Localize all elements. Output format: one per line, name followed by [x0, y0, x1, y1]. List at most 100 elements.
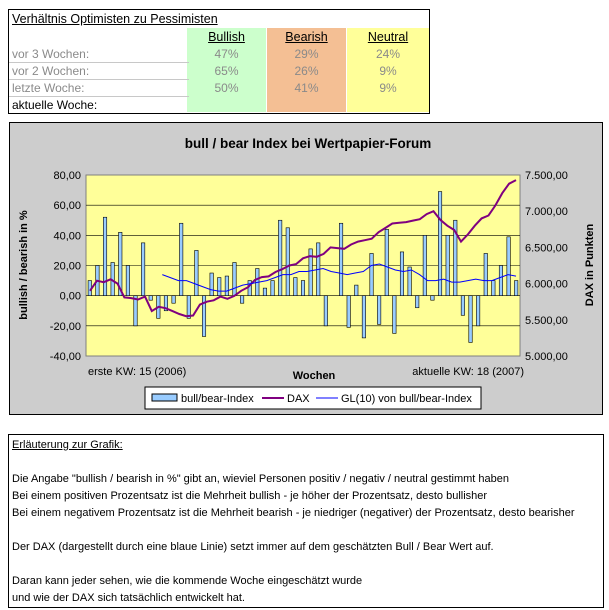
x-start-label: erste KW: 15 (2006) — [88, 366, 186, 378]
legend-label-bars: bull/bear-Index — [181, 393, 254, 405]
bar — [445, 235, 450, 296]
cell-bearish-last: 41% — [294, 81, 319, 95]
y-tick-label: 60,00 — [53, 200, 81, 212]
bar — [217, 277, 222, 296]
header-neutral: Neutral — [367, 30, 409, 44]
row-label-last-week: letzte Woche: — [12, 81, 85, 95]
explanation-box: Erläuterung zur Grafik: Die Angabe "bull… — [8, 434, 604, 608]
row-label-2-weeks: vor 2 Wochen: — [12, 64, 90, 78]
y-tick-label: 40,00 — [53, 230, 81, 242]
explanation-line: und wie der DAX sich tatsächlich entwick… — [12, 592, 245, 604]
cell-bearish-3w: 29% — [294, 47, 319, 61]
x-axis-label: Wochen — [293, 370, 336, 382]
cell-bearish-2w: 26% — [294, 64, 319, 78]
y2-tick-label: 7.500,00 — [525, 170, 568, 182]
bar — [224, 275, 229, 296]
legend-label-gl10: GL(10) von bull/bear-Index — [341, 393, 472, 405]
y-tick-label: 0,00 — [60, 291, 81, 303]
cell-bullish-3w: 47% — [214, 47, 239, 61]
header-bearish: Bearish — [285, 30, 328, 44]
gl10-line — [162, 263, 517, 292]
bar — [300, 280, 306, 296]
table-title: Verhältnis Optimisten zu Pessimisten — [12, 12, 218, 26]
y-axis-label: bullish / bearish in % — [18, 210, 30, 320]
cell-neutral-3w: 24% — [375, 47, 401, 61]
bar — [392, 295, 397, 334]
sentiment-table: Verhältnis Optimisten zu Pessimisten Bul… — [8, 9, 430, 114]
y-tick-label: -40,00 — [50, 351, 81, 363]
bar — [415, 295, 420, 309]
y-tick-label: 20,00 — [53, 261, 81, 273]
legend-swatch-bars — [151, 393, 178, 402]
bar — [118, 232, 123, 296]
y2-tick-label: 6.500,00 — [525, 242, 568, 254]
bar — [103, 216, 108, 296]
chart-container: bull / bear Index bei Wertpapier-Forum 8… — [9, 122, 603, 415]
bar — [438, 191, 443, 296]
y2-tick-label: 5.000,00 — [525, 351, 568, 363]
cell-neutral-2w: 9% — [379, 64, 397, 78]
bar — [361, 295, 366, 339]
legend-label-dax: DAX — [287, 393, 310, 405]
bar — [209, 272, 214, 296]
bar — [460, 295, 465, 316]
cell-bullish-last: 50% — [214, 81, 239, 95]
cell-bullish-2w: 65% — [214, 64, 239, 78]
explanation-line: Der DAX (dargestellt durch eine blaue Li… — [12, 541, 494, 553]
bar — [476, 295, 481, 327]
bull-bear-chart: bull / bear Index bei Wertpapier-Forum 8… — [18, 136, 596, 410]
bar — [293, 277, 298, 296]
bar — [133, 295, 138, 327]
explanation-line: Bei einem negativem Prozentsatz ist die … — [12, 507, 575, 519]
header-bullish: Bullish — [208, 30, 245, 44]
bar — [407, 266, 412, 296]
bar — [194, 250, 199, 296]
bar — [491, 280, 496, 296]
bar — [346, 295, 351, 328]
y2-tick-label: 6.000,00 — [525, 279, 568, 291]
x-end-label: aktuelle KW: 18 (2007) — [412, 366, 524, 378]
bar — [384, 229, 389, 296]
bar — [514, 280, 519, 296]
explanation-line: Daran kann jeder sehen, wie die kommende… — [12, 575, 363, 587]
bar — [323, 295, 328, 327]
bar — [430, 295, 435, 301]
bar — [369, 253, 374, 296]
y2-axis-ticks: 7.500,00 7.000,00 6.500,00 6.000,00 5.500,00… — [525, 170, 568, 363]
bar — [483, 253, 488, 296]
dax-line — [89, 179, 517, 318]
bar — [468, 295, 473, 343]
bars-series — [87, 191, 519, 343]
bar — [308, 248, 313, 296]
y2-tick-label: 5.500,00 — [525, 315, 568, 327]
bar — [506, 236, 511, 296]
bar — [285, 227, 290, 296]
bar — [399, 251, 404, 296]
bar — [163, 295, 168, 312]
bar — [240, 295, 245, 304]
legend: bull/bear-Index DAX GL(10) von bull/bear… — [144, 386, 482, 410]
y-tick-label: -20,00 — [50, 321, 81, 333]
explanation-line: Die Angabe "bullish / bearish in %" gibt… — [12, 473, 509, 485]
bar — [171, 295, 176, 304]
explanation-line: Bei einem positiven Prozentsatz ist die … — [12, 490, 488, 502]
bar — [278, 219, 283, 296]
bar — [186, 295, 191, 319]
bar — [339, 222, 344, 296]
bullish-column-bg — [187, 28, 266, 112]
bar — [148, 295, 153, 301]
bar — [125, 265, 130, 296]
bar — [270, 280, 275, 296]
y2-tick-label: 7.000,00 — [525, 206, 568, 218]
row-label-current-week: aktuelle Woche: — [12, 98, 98, 112]
bar — [377, 295, 382, 325]
neutral-column-bg — [347, 28, 429, 112]
bar — [232, 262, 237, 296]
y2-axis-label: DAX in Punkten — [584, 223, 596, 306]
explanation-heading: Erläuterung zur Grafik: — [12, 439, 123, 451]
bar — [422, 235, 427, 296]
chart-title: bull / bear Index bei Wertpapier-Forum — [185, 136, 432, 151]
bar — [179, 222, 184, 296]
bearish-column-bg — [267, 28, 346, 112]
y-tick-label: 80,00 — [53, 170, 81, 182]
